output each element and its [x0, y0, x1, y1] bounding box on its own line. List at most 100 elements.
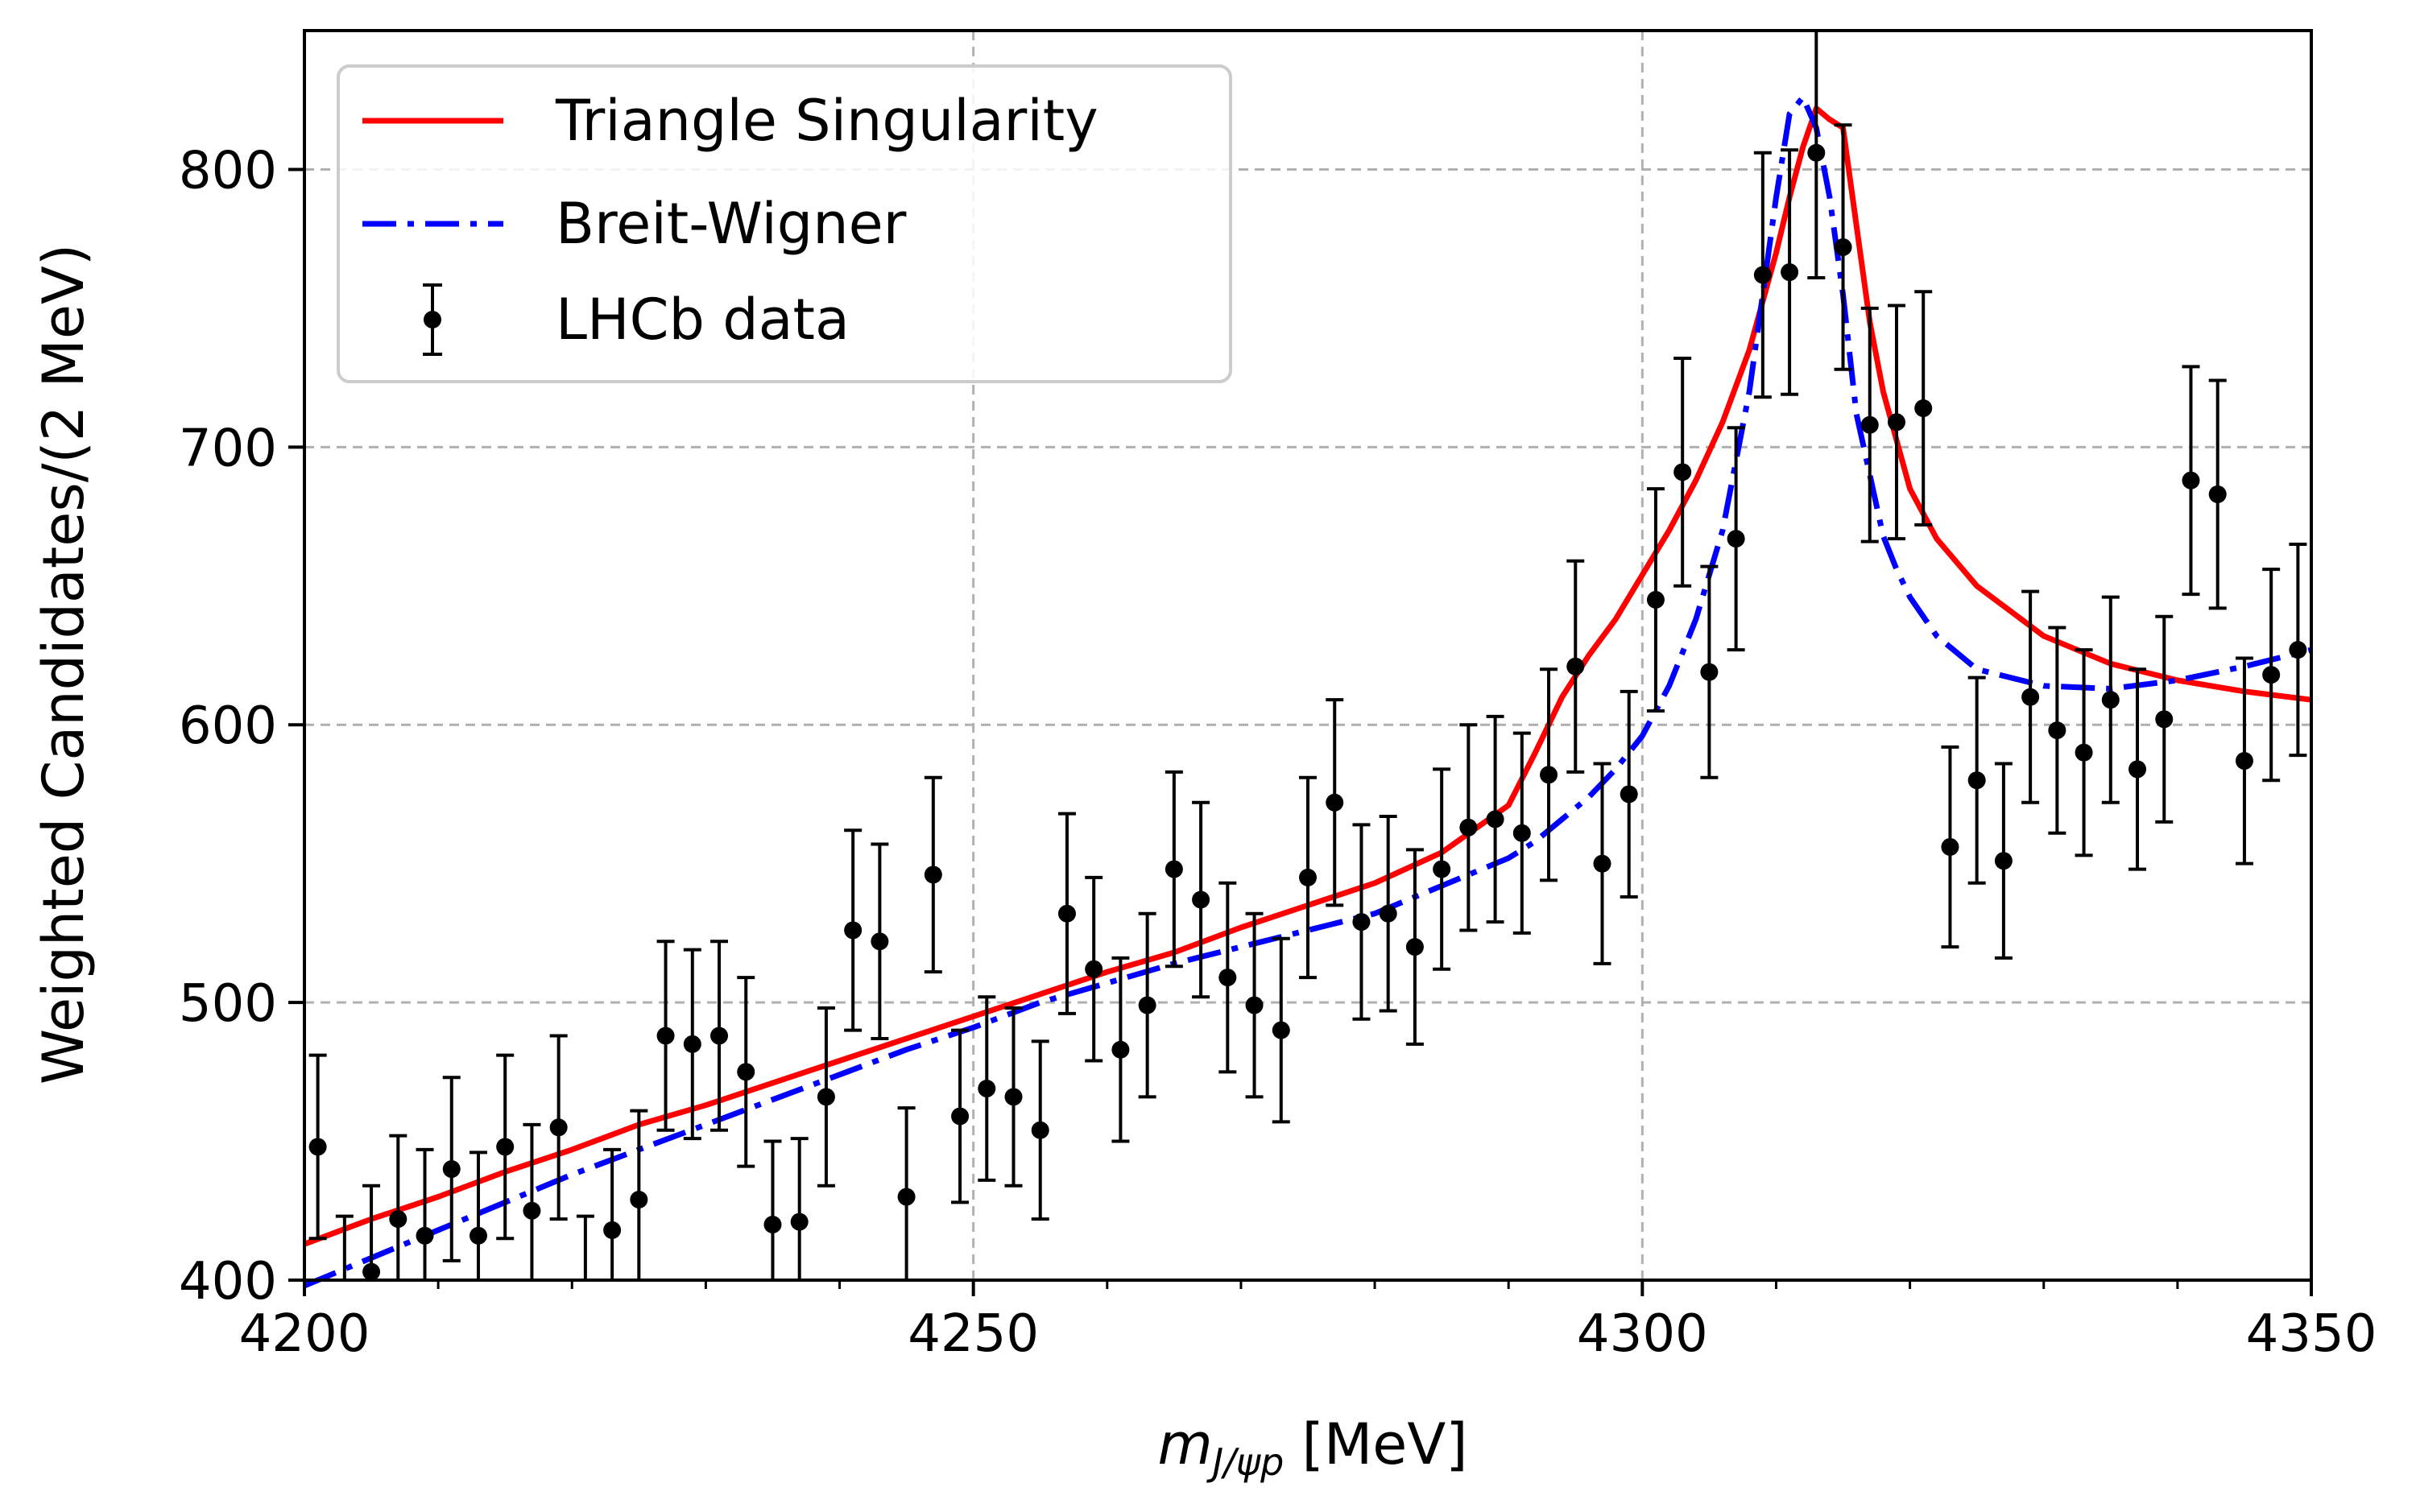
data-point [1941, 745, 1959, 949]
data-point [389, 1134, 407, 1280]
data-point [1566, 559, 1585, 774]
data-marker [1646, 591, 1665, 609]
data-marker [1165, 860, 1183, 878]
x-axis-label: mJ/ψp [MeV] [1157, 1411, 1467, 1484]
data-point [2128, 667, 2147, 871]
data-point [1111, 956, 1130, 1143]
data-point [2101, 595, 2120, 804]
data-marker [1941, 837, 1959, 856]
data-marker [2075, 743, 2093, 762]
data-point [897, 1106, 916, 1280]
data-point [1887, 304, 1905, 541]
data-marker [496, 1138, 515, 1156]
series-breit-wigner [303, 94, 2312, 1289]
x-tick-label: 4250 [908, 1304, 1039, 1364]
data-marker [1299, 868, 1317, 886]
data-point [1165, 770, 1183, 969]
data-point [549, 1034, 568, 1221]
data-marker [763, 1216, 782, 1234]
data-point [1057, 812, 1076, 1015]
x-axis-label-symbol: m [1157, 1411, 1212, 1477]
data-marker [1004, 1088, 1023, 1106]
data-marker [924, 865, 942, 884]
plot-frame [303, 29, 2313, 1282]
data-marker [710, 1027, 729, 1045]
data-marker [1994, 852, 2013, 870]
data-marker [469, 1226, 487, 1245]
y-tick-label: 400 [179, 1252, 277, 1312]
y-tick-label: 600 [179, 696, 277, 756]
data-marker [1700, 663, 1719, 681]
data-marker [897, 1188, 916, 1206]
data-marker [2235, 752, 2253, 770]
y-tick-label: 800 [179, 141, 277, 200]
data-marker [2182, 471, 2200, 490]
data-point [1593, 762, 1611, 965]
data-point [924, 775, 942, 974]
data-point [1646, 487, 1665, 713]
data-point [1004, 1006, 1023, 1188]
data-marker [2101, 691, 2120, 709]
data-marker [656, 1027, 675, 1045]
data-marker [1914, 399, 1933, 418]
data-point [1914, 290, 1933, 527]
data-point [1405, 848, 1424, 1046]
axes-frame [303, 29, 2313, 1282]
data-point [1299, 775, 1317, 980]
data-marker [308, 1138, 327, 1156]
data-marker [2021, 688, 2040, 706]
data-marker [1486, 810, 1504, 828]
data-marker [2262, 666, 2281, 684]
data-point [1192, 800, 1210, 999]
data-marker [1967, 771, 1986, 790]
data-marker [1111, 1040, 1130, 1059]
series-triangle-singularity [303, 105, 2312, 1247]
y-axis-label: Weighted Candidates/(2 MeV) [31, 244, 97, 1084]
data-points [308, 31, 2307, 1281]
data-marker [1057, 904, 1076, 923]
x-axis-label-subscript: J/ψp [1206, 1440, 1285, 1484]
data-point [1860, 306, 1879, 543]
data-marker [362, 1262, 381, 1281]
x-axis-label-space [1284, 1411, 1301, 1477]
data-point [656, 940, 675, 1132]
data-point [1326, 698, 1344, 907]
data-point [1379, 815, 1397, 1013]
data-point [1512, 731, 1531, 935]
data-point [1540, 667, 1558, 882]
data-point [1486, 714, 1504, 924]
data-marker [1085, 960, 1103, 978]
x-tick-label: 4200 [239, 1304, 370, 1364]
data-point [710, 940, 729, 1132]
data-point [951, 1028, 970, 1204]
data-marker [1673, 463, 1692, 481]
data-point [1727, 426, 1745, 652]
data-marker [817, 1088, 835, 1106]
y-tick-label: 500 [179, 974, 277, 1034]
legend-box [337, 64, 1232, 383]
legend-label-data: LHCb data [556, 287, 850, 353]
data-marker [549, 1118, 568, 1137]
data-point [763, 1139, 782, 1280]
data-marker [603, 1221, 622, 1239]
data-point [1753, 151, 1772, 399]
data-point [1834, 123, 1852, 371]
data-marker [1031, 1121, 1049, 1139]
data-marker [1379, 904, 1397, 923]
data-point [523, 1122, 541, 1280]
data-point [1807, 31, 1826, 279]
data-point [2155, 614, 2174, 824]
data-marker [951, 1107, 970, 1126]
data-point [603, 1147, 622, 1280]
data-point [1272, 936, 1290, 1124]
data-marker [1807, 143, 1826, 162]
data-marker [1540, 766, 1558, 784]
data-point [1433, 767, 1451, 971]
data-marker [1781, 263, 1799, 282]
data-marker [1218, 969, 1237, 987]
data-point [1781, 148, 1799, 396]
data-marker [737, 1063, 755, 1081]
data-point [308, 1053, 327, 1241]
x-tick-label: 4350 [2246, 1304, 2377, 1364]
data-marker [1272, 1021, 1290, 1039]
